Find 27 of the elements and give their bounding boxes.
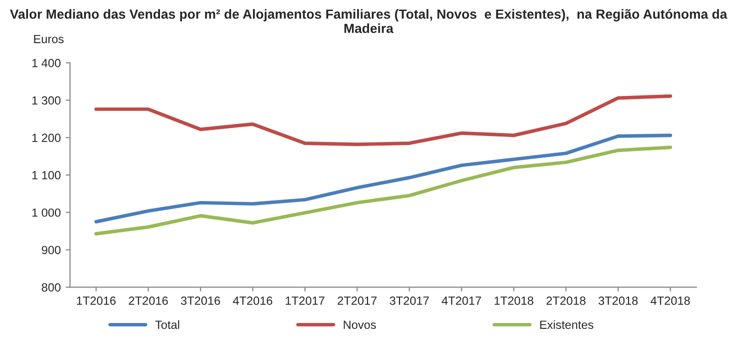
x-tick-label: 1T2018 xyxy=(494,296,534,305)
y-tick-label: 1 400 xyxy=(32,58,61,68)
x-tick-label: 2T2016 xyxy=(128,296,168,305)
legend-label: Novos xyxy=(344,320,376,329)
x-tick-label: 1T2017 xyxy=(286,296,324,305)
x-tick-label: 3T2016 xyxy=(180,296,220,305)
x-tick-label: 4T2018 xyxy=(650,296,690,305)
chart-title: Valor Mediano das Vendas por m² de Alojamentos Familiares (Total, Novos e Existentes), na Região Autónoma da Madeira xyxy=(10,8,728,34)
line-series xyxy=(94,94,672,146)
line-series xyxy=(94,134,672,224)
y-tick-label: 800 xyxy=(42,283,61,292)
x-tick-label: 4T2016 xyxy=(232,296,272,305)
line-series xyxy=(94,146,672,236)
y-tick-label: 1 300 xyxy=(32,96,61,105)
y-tick-label: 1 100 xyxy=(32,171,61,180)
y-axis-title: Euros xyxy=(34,34,64,44)
legend-label: Existentes xyxy=(540,320,594,329)
x-tick-label: 1T2016 xyxy=(77,296,116,305)
x-tick-label: 2T2018 xyxy=(546,296,586,305)
y-tick-label: 1 000 xyxy=(32,208,61,217)
x-tick-label: 3T2018 xyxy=(598,296,638,305)
x-tick-label: 3T2017 xyxy=(390,296,429,305)
y-tick-label: 900 xyxy=(42,246,61,254)
x-tick-label: 4T2017 xyxy=(442,296,481,305)
legend-label: Total xyxy=(155,320,180,329)
y-tick-label: 1 200 xyxy=(32,134,61,142)
x-tick-label: 2T2017 xyxy=(338,296,377,305)
